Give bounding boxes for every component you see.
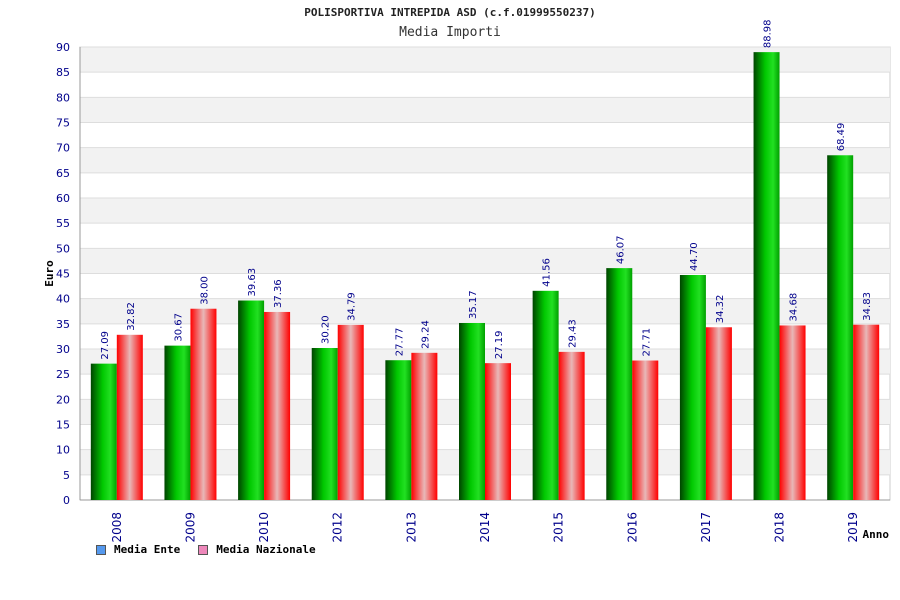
legend-swatch-ente	[96, 544, 106, 555]
bar-nazionale	[264, 311, 291, 500]
x-tick-label: 2010	[257, 512, 271, 543]
y-tick-label: 45	[56, 268, 70, 281]
legend-item-nazionale: Media Nazionale	[198, 543, 316, 556]
bar-ente	[385, 360, 412, 500]
x-tick-label: 2016	[625, 512, 639, 543]
x-tick-label: 2009	[183, 512, 197, 543]
bar-ente	[90, 363, 117, 500]
bar-ente	[827, 155, 854, 500]
data-label: 44.70	[689, 242, 700, 271]
x-tick-label: 2013	[404, 512, 418, 543]
bar-nazionale	[632, 360, 659, 500]
data-label: 30.20	[321, 315, 332, 344]
y-tick-label: 10	[56, 444, 70, 457]
data-label: 34.79	[347, 292, 358, 321]
y-tick-label: 30	[56, 343, 70, 356]
x-tick-label: 2015	[552, 512, 566, 543]
data-label: 38.00	[199, 276, 210, 305]
bar-ente	[679, 275, 706, 500]
bar-ente	[532, 290, 559, 500]
legend-label-nazionale: Media Nazionale	[216, 543, 316, 556]
y-tick-label: 60	[56, 192, 70, 205]
bar-nazionale	[853, 324, 880, 500]
data-label: 35.17	[468, 290, 479, 319]
x-tick-label: 2014	[478, 512, 492, 543]
data-label: 34.83	[862, 292, 873, 321]
bar-nazionale	[337, 324, 364, 500]
x-tick-label: 2012	[331, 512, 345, 543]
data-label: 29.43	[568, 319, 579, 348]
y-tick-label: 25	[56, 368, 70, 381]
data-label: 34.68	[789, 293, 800, 322]
data-label: 30.67	[173, 313, 184, 342]
data-label: 37.36	[273, 279, 284, 308]
data-label: 27.09	[100, 331, 111, 360]
x-tick-label: 2018	[773, 512, 787, 543]
x-tick-label: 2017	[699, 512, 713, 543]
y-tick-label: 90	[56, 41, 70, 54]
data-label: 46.07	[615, 235, 626, 264]
y-tick-label: 15	[56, 419, 70, 432]
legend-item-ente: Media Ente	[96, 543, 180, 556]
y-tick-label: 80	[56, 91, 70, 104]
bar-ente	[311, 347, 338, 500]
bar-nazionale	[485, 363, 511, 500]
data-label: 32.82	[126, 302, 137, 331]
y-tick-label: 65	[56, 167, 70, 180]
bar-nazionale	[779, 325, 806, 500]
legend-swatch-nazionale	[198, 544, 209, 555]
x-tick-label: 2019	[846, 512, 860, 543]
bar-ente	[606, 268, 633, 500]
y-tick-label: 0	[63, 494, 70, 507]
y-tick-label: 55	[56, 217, 70, 230]
legend-label-ente: Media Ente	[114, 543, 181, 556]
y-tick-label: 50	[56, 242, 70, 255]
y-tick-label: 35	[56, 318, 70, 331]
data-label: 39.63	[247, 268, 258, 297]
data-label: 27.71	[641, 328, 652, 357]
y-tick-label: 20	[56, 393, 70, 406]
data-label: 29.24	[420, 320, 431, 349]
chart-subtitle: Media Importi	[399, 25, 501, 40]
bar-nazionale	[116, 334, 143, 500]
data-label: 27.77	[394, 328, 405, 357]
data-label: 88.98	[763, 19, 774, 48]
bar-ente	[459, 322, 485, 500]
y-tick-label: 85	[56, 66, 70, 79]
bar-nazionale	[705, 327, 732, 500]
y-axis-title: Euro	[43, 260, 56, 287]
bar-ente	[753, 52, 780, 500]
data-label: 41.56	[542, 258, 553, 287]
x-axis-title: Anno	[863, 528, 890, 541]
data-label: 34.32	[715, 295, 726, 324]
data-label: 68.49	[836, 123, 847, 152]
x-tick-label: 2008	[110, 512, 124, 543]
bar-ente	[238, 300, 265, 500]
y-tick-label: 40	[56, 293, 70, 306]
y-tick-label: 5	[63, 469, 70, 482]
bar-ente	[164, 345, 191, 500]
y-tick-label: 75	[56, 117, 70, 130]
data-label: 27.19	[494, 331, 505, 360]
bar-nazionale	[190, 308, 217, 500]
chart-title: POLISPORTIVA INTREPIDA ASD (c.f.01999550…	[304, 6, 596, 19]
bar-nazionale	[558, 351, 585, 500]
bar-nazionale	[411, 352, 438, 500]
legend: Media Ente Media Nazionale	[96, 543, 334, 556]
y-tick-label: 70	[56, 142, 70, 155]
